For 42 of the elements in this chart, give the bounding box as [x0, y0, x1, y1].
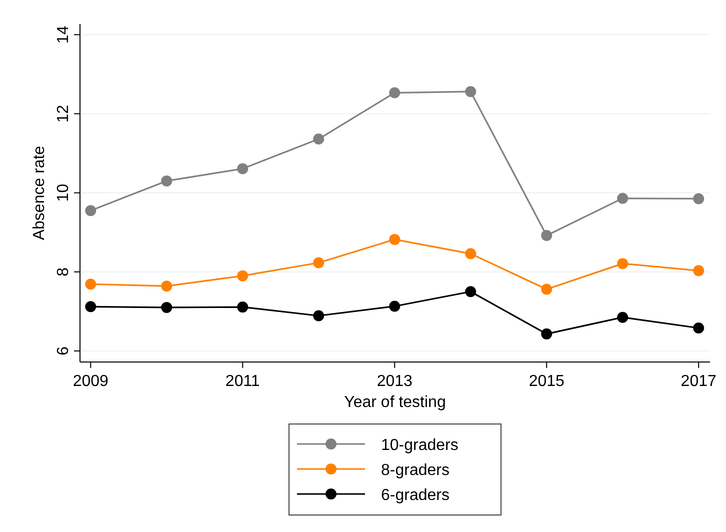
legend-label: 10-graders — [381, 437, 458, 454]
point — [617, 258, 628, 270]
point — [161, 280, 172, 292]
point — [85, 278, 96, 290]
point — [389, 234, 400, 245]
x-axis-title: Year of testing — [344, 394, 446, 411]
point — [465, 248, 476, 260]
x-tick-label: 2009 — [72, 373, 109, 390]
point — [85, 301, 96, 312]
y-tick-label: 10 — [55, 184, 72, 202]
point — [237, 270, 248, 282]
point — [237, 302, 248, 313]
point — [465, 286, 476, 298]
y-tick-label: 6 — [55, 346, 72, 356]
point — [465, 86, 476, 98]
point — [693, 265, 704, 276]
point — [389, 300, 400, 312]
x-tick-label: 2011 — [225, 373, 260, 390]
point — [161, 302, 172, 313]
point — [693, 322, 704, 334]
y-tick-label: 12 — [55, 104, 72, 123]
point — [313, 134, 324, 145]
x-tick-label: 2015 — [528, 373, 565, 390]
point — [541, 230, 552, 241]
point — [693, 193, 704, 204]
x-tick-label: 2017 — [680, 373, 716, 390]
y-tick-label: 8 — [55, 267, 72, 276]
point — [541, 284, 552, 295]
point — [617, 312, 628, 323]
point — [313, 310, 324, 322]
point — [617, 192, 628, 204]
point — [161, 175, 172, 186]
y-tick-label: 14 — [55, 26, 72, 44]
point — [541, 328, 552, 340]
point — [389, 87, 400, 98]
x-tick-label: 2013 — [376, 373, 413, 390]
legend-label: 8-graders — [381, 462, 450, 479]
point — [85, 205, 96, 216]
point — [313, 257, 324, 268]
point — [237, 163, 248, 174]
y-axis-title: Absence rate — [31, 146, 48, 240]
legend-label: 6-graders — [381, 487, 450, 504]
